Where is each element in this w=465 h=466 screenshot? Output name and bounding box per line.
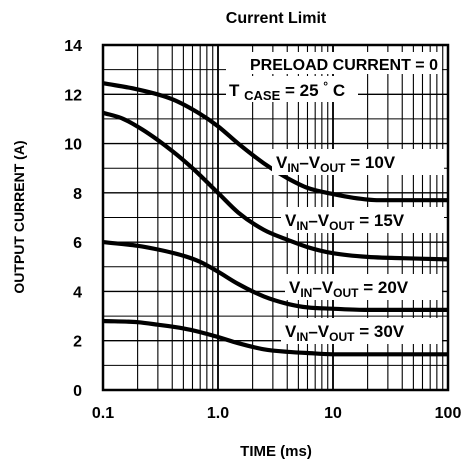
tcase-unit: C	[333, 81, 345, 100]
tcase-annotation: T CASE = 25 ° C	[229, 75, 345, 104]
series-label-part: V	[285, 211, 297, 230]
x-tick-label: 1.0	[207, 405, 229, 422]
series-label-part: = 10V	[345, 153, 395, 172]
y-tick-label: 4	[73, 284, 82, 301]
series-label-part: –V	[308, 322, 329, 341]
y-tick-label: 14	[64, 38, 82, 55]
y-tick-label: 6	[73, 235, 82, 252]
series-label-2: VIN–VOUT = 15V	[285, 211, 405, 233]
series-label-part: V	[276, 153, 288, 172]
series-label-1: VIN–VOUT = 10V	[276, 153, 396, 175]
x-tick-label: 0.1	[92, 405, 114, 422]
series-label-part: –V	[312, 278, 333, 297]
tcase-value: = 25	[285, 81, 319, 100]
series-label-bg	[281, 207, 444, 233]
series-label-part: OUT	[329, 219, 355, 233]
series-label-part: IN	[296, 219, 308, 233]
series-label-bg	[285, 274, 442, 300]
series-label-part: IN	[287, 161, 299, 175]
series-label-part: OUT	[329, 330, 355, 344]
x-tick-label: 10	[324, 405, 342, 422]
series-label-part: –V	[308, 211, 329, 230]
series-label-part: V	[289, 278, 301, 297]
series-label-3: VIN–VOUT = 20V	[289, 278, 409, 300]
tcase-main: T	[229, 81, 240, 100]
annotations: PRELOAD CURRENT = 0 T CASE = 25 ° C	[226, 52, 442, 104]
series-label-part: = 30V	[354, 322, 404, 341]
y-tick-label: 10	[64, 137, 82, 154]
y-axis-label: OUTPUT CURRENT (A)	[11, 140, 27, 293]
series-label-part: OUT	[333, 286, 359, 300]
series-label-part: = 20V	[358, 278, 408, 297]
series-line-4	[102, 318, 448, 357]
series-line-3	[102, 240, 448, 312]
plot-frame	[101, 43, 450, 392]
x-tick-label: 100	[435, 405, 462, 422]
series-label-bg	[281, 318, 442, 344]
series-label-part: V	[285, 322, 297, 341]
y-tick-label: 0	[73, 383, 82, 400]
y-tick-label: 8	[73, 186, 82, 203]
preload-annotation: PRELOAD CURRENT = 0	[250, 57, 438, 74]
tcase-sub: CASE	[244, 88, 280, 103]
series-label-part: = 15V	[354, 211, 404, 230]
y-tick-label: 2	[73, 334, 82, 351]
x-axis-label: TIME (ms)	[240, 443, 312, 460]
tcase-label-bg	[226, 76, 358, 102]
series-label-part: IN	[300, 286, 312, 300]
y-tick-label: 12	[64, 87, 82, 104]
preload-label-bg	[226, 52, 442, 74]
tick-labels: 0 2 4 6 8 10 12 14 0.1 1.0 10 100	[64, 38, 461, 422]
series-label-bg	[272, 149, 444, 175]
series-label-part: –V	[299, 153, 320, 172]
chart-title: Current Limit	[226, 10, 327, 27]
series-line-2	[102, 110, 449, 262]
series-label-part: IN	[296, 330, 308, 344]
series-label-4: VIN–VOUT = 30V	[285, 322, 405, 344]
series-label-part: OUT	[320, 161, 346, 175]
tcase-degree: °	[323, 79, 328, 93]
